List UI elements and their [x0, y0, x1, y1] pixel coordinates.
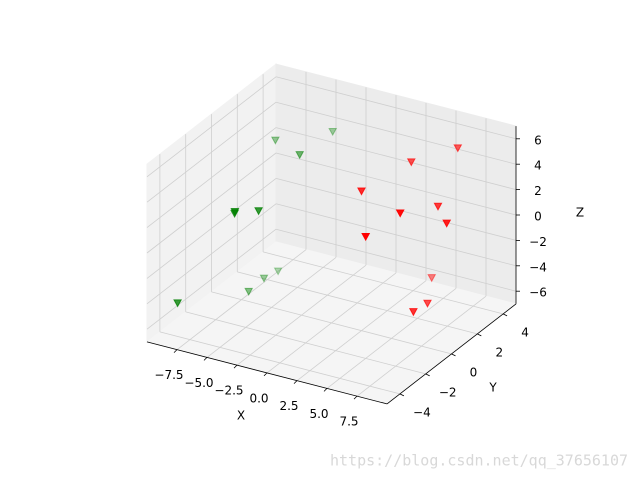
x-tick — [293, 380, 298, 384]
point — [328, 127, 338, 137]
point — [295, 151, 305, 160]
x-tick — [263, 372, 268, 377]
y-tick — [502, 313, 508, 317]
grid-line — [275, 228, 517, 292]
x-tick-label: 5.0 — [309, 407, 328, 421]
point — [273, 267, 283, 276]
point — [406, 158, 416, 167]
point — [259, 274, 269, 283]
point — [244, 287, 254, 296]
grid-line — [237, 271, 478, 335]
z-tick-label: 4 — [534, 159, 542, 173]
point — [254, 207, 264, 216]
x-tick — [173, 349, 178, 353]
grid-line — [275, 101, 517, 165]
point — [427, 274, 437, 283]
point — [173, 299, 183, 308]
point — [361, 232, 371, 242]
y-tick — [425, 373, 430, 377]
z-tick-label: 6 — [534, 133, 542, 147]
x-tick-label: 2.5 — [279, 399, 298, 413]
y-tick-label: 0 — [470, 365, 478, 379]
grid-line — [275, 178, 517, 241]
y-tick-label: −2 — [439, 385, 457, 399]
z-axis-label: Z — [576, 206, 584, 220]
z-tick-label: 0 — [534, 210, 542, 224]
x-tick-label: −7.5 — [154, 368, 183, 382]
y-tick-label: 2 — [495, 345, 503, 359]
grid-line — [275, 152, 517, 216]
z-tick-label: −4 — [529, 260, 547, 274]
z-tick-label: −6 — [529, 286, 547, 300]
point — [357, 187, 366, 196]
y-tick — [451, 353, 456, 357]
point — [423, 299, 432, 308]
point — [453, 144, 463, 153]
x-tick-label: 7.5 — [339, 415, 358, 429]
grid-line — [146, 127, 277, 228]
x-tick — [353, 395, 358, 400]
x-axis — [146, 341, 388, 405]
x-tick — [323, 388, 328, 392]
x-tick — [233, 364, 238, 369]
point — [408, 308, 418, 317]
grid-line — [146, 152, 277, 254]
grid-line — [275, 127, 517, 190]
grid-line — [146, 101, 277, 203]
y-tick — [399, 393, 405, 397]
x-tick-label: −2.5 — [214, 384, 243, 398]
grid-line — [146, 178, 277, 279]
point — [395, 209, 405, 218]
grid-line — [185, 311, 426, 375]
z-tick-label: 2 — [534, 184, 542, 198]
point — [230, 209, 240, 219]
x-axis-label: X — [237, 409, 245, 423]
y-tick-label: 4 — [521, 325, 529, 339]
grid-line — [211, 291, 452, 355]
z-tick-label: −2 — [529, 235, 547, 249]
x-tick — [203, 357, 208, 361]
grid-line — [275, 203, 517, 267]
x-tick-label: 0.0 — [249, 391, 268, 405]
point — [270, 136, 280, 145]
y-tick-label: −4 — [413, 405, 431, 419]
grid-line — [159, 331, 401, 395]
point — [433, 202, 443, 211]
y-tick — [477, 333, 482, 337]
point — [442, 219, 452, 228]
grid-line — [146, 228, 277, 330]
grid-line — [146, 76, 277, 178]
grid-line — [262, 251, 504, 315]
grid-line — [146, 203, 277, 305]
x-tick-label: −5.0 — [184, 376, 213, 390]
grid-line — [275, 76, 517, 140]
y-axis — [386, 303, 517, 405]
y-axis-label: Y — [488, 381, 497, 395]
watermark: https://blog.csdn.net/qq_37656107 — [330, 452, 628, 470]
